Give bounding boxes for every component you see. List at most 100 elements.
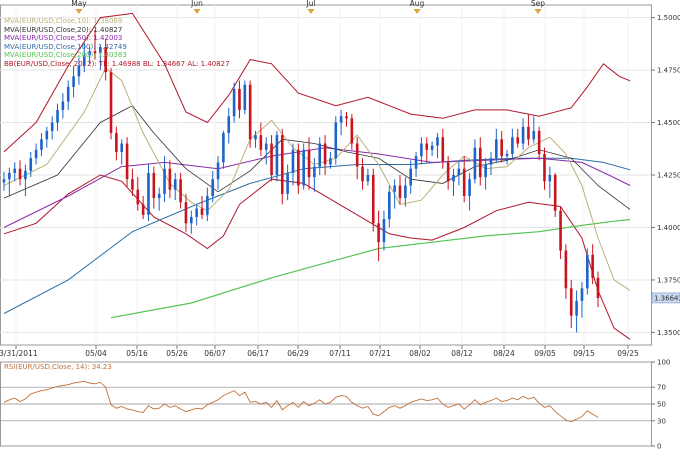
price-tick-label: 1.4750 [657,67,680,75]
candle-body [93,51,97,54]
candle-body [206,195,209,215]
candle-body [254,135,257,140]
candle-body [511,137,514,155]
candle-body [323,143,327,165]
candle-body [398,185,402,199]
candle-body [152,172,156,199]
mva200-line [110,218,631,319]
month-marker-icon [413,9,421,14]
candle-body [473,147,477,180]
rsi-tick-label: 30 [657,417,666,425]
candle-body [559,210,562,251]
candle-body [446,162,450,182]
candle-body [307,149,311,178]
candle-body [543,154,546,182]
candle-body [532,130,536,140]
candle-body [585,254,589,289]
candle-body [72,76,75,87]
candle-body [8,172,11,180]
date-label: 08/24 [493,349,515,358]
rsi-tick-label: 70 [657,384,666,392]
candle-body [211,179,215,196]
date-label: 09/05 [534,349,556,358]
rsi-tick-label: 0 [657,443,661,451]
month-marker-icon [193,9,201,14]
candle-body [596,277,600,298]
candle-body [195,208,198,217]
candle-body [259,135,263,150]
rsi-label: RSI(EUR/USD,Close, 14): 34.23 [4,363,112,371]
month-label: May [71,0,87,8]
candle-body [125,143,129,180]
date-label: 09/25 [617,349,639,358]
candle-body [505,154,509,157]
candle-body [232,88,236,117]
candle-body [548,175,552,182]
candle-body [489,158,493,165]
rsi-tick-label: 50 [657,401,666,409]
month-label: Jul [305,0,315,8]
candle-body [216,162,220,180]
bollinger-upper-band-line [3,12,631,153]
candle-body [382,219,386,243]
mva20-line [3,105,631,210]
candle-body [430,145,434,150]
candle-body [377,223,380,243]
candle-body [564,250,568,289]
candle-body [280,135,284,194]
month-marker-icon [534,9,542,14]
month-label: Aug [410,0,425,8]
candle-body [495,139,498,159]
candle-body [99,46,102,54]
candle-body [371,175,375,224]
candle-body [238,88,241,110]
candle-body [591,254,594,278]
rsi-line [3,380,599,423]
date-label: 05/26 [166,349,188,358]
legend-entry: MVA(EUR/USD,Close,100): 1.42749 [4,42,127,51]
price-tick-label: 1.4500 [657,119,680,127]
candle-body [2,179,6,183]
candle-body [425,143,429,150]
candle-body [404,185,407,199]
candle-body [104,46,107,73]
candle-body [355,143,359,167]
candle-body [313,166,316,178]
candle-body [264,143,268,150]
candle-body [569,288,573,316]
candle-body [302,149,305,186]
candle-body [136,189,140,205]
candle-body [173,179,177,190]
candle-body [141,204,145,215]
candle-body [462,168,466,196]
candle-body [345,116,348,119]
date-label: 05/16 [126,349,148,358]
legend-entry: MVA(EUR/USD,Close,10): 1.38069 [4,17,123,25]
price-tick-label: 1.3750 [657,276,680,284]
candle-body [441,137,445,163]
legend-entry: MVA(EUR/USD,Close,200): 1.40383 [4,51,127,59]
candle-body [275,135,279,175]
candle-body [200,208,204,215]
rsi-panel: 100 70 50 30 0 RSI(EUR/USD,Close, 14): 34.23 [0,359,670,451]
price-tick-label: 1.4000 [657,224,680,232]
candle-body [29,158,33,171]
date-label: 07/11 [329,349,351,358]
candle-body [329,158,332,165]
candle-body [50,122,54,131]
candle-body [387,191,391,220]
candle-body [248,84,252,140]
mva10-line [3,67,631,291]
candle-body [184,202,188,224]
month-marker-icon [75,9,83,14]
candle-body [243,84,247,110]
date-label: 06/17 [247,349,269,358]
candle-body [147,172,150,215]
last-price-badge [651,292,680,304]
candle-body [457,168,461,175]
candle-body [580,288,584,301]
candle-body [61,101,65,110]
candle-body [13,168,17,173]
candle-body [163,168,166,194]
